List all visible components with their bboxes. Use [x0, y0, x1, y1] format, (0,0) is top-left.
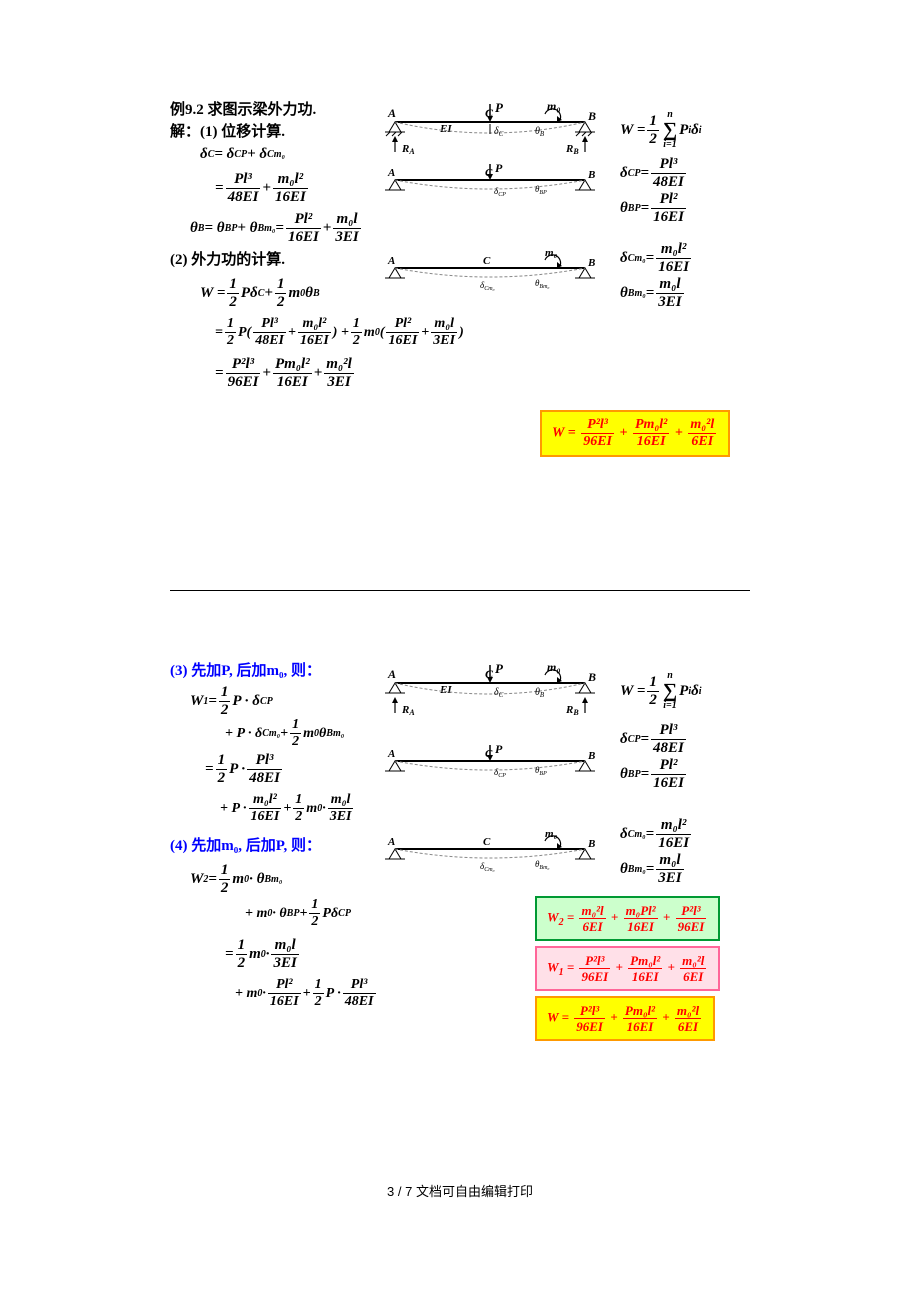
svg-text:RB: RB: [565, 704, 579, 717]
svg-text:m₀: m₀: [545, 250, 558, 259]
svg-text:C: C: [483, 255, 491, 267]
svg-text:θB: θB: [535, 126, 545, 138]
svg-text:RA: RA: [401, 704, 415, 717]
eq-W-sum-2: W = 12 n∑i=1 Piδi: [620, 671, 702, 711]
page-footer: 3 / 7 文档可自由编辑打印: [170, 1181, 750, 1200]
eq-thetaBP-2: θBP = Pl²16EI: [620, 758, 688, 791]
svg-text:θB: θB: [535, 687, 545, 699]
svg-text:A: A: [387, 748, 395, 760]
svg-text:EI: EI: [439, 684, 452, 696]
highlight-W2: W2 = m₀²l6EI + m₀Pl²16EI + P²l³96EI: [535, 896, 720, 941]
svg-text:B: B: [587, 169, 595, 181]
eq-W2-1: W2 = 12m0 · θBm₀: [190, 863, 282, 896]
eq-W-2: = 12P(Pl³48EI + m₀l²16EI) + 12m0(Pl²16EI…: [215, 317, 464, 348]
diagram-beam-full: P m₀ A C B EI δC θB RA RB: [380, 102, 610, 157]
eq-thetaB: θB = θBP + θBm₀ = Pl²16EI + m₀l3EI: [190, 212, 363, 245]
svg-text:C: C: [485, 106, 494, 120]
eq-deltaCP-2: δCP = Pl³48EI: [620, 723, 688, 756]
svg-text:A: A: [387, 667, 396, 681]
heading-3: (3) 先加P, 后加m₀, 则：: [170, 661, 321, 682]
eq-deltaCP: δCP = Pl³48EI: [620, 157, 688, 190]
heading-4: (4) 先加m₀, 后加P, 则：: [170, 836, 321, 857]
title: 例9.2 求图示梁外力功.: [170, 100, 316, 121]
svg-text:θBm₀: θBm₀: [535, 278, 550, 290]
svg-text:δC: δC: [494, 687, 504, 699]
eq-W-3: = P²l³96EI + Pm₀l²16EI + m₀²l3EI: [215, 357, 356, 390]
svg-text:RA: RA: [401, 143, 415, 156]
svg-text:P: P: [495, 102, 504, 115]
eq-thetaBP: θBP = Pl²16EI: [620, 192, 688, 225]
eq-deltaCm0-2: δCm₀ = m₀l²16EI: [620, 818, 693, 851]
highlight-W-final: W = P²l³96EI + Pm₀l²16EI + m₀²l6EI: [540, 410, 730, 457]
svg-text:C: C: [485, 167, 493, 179]
svg-text:B: B: [587, 750, 595, 762]
highlight-W-final-2: W = P²l³96EI + Pm₀l²16EI + m₀²l6EI: [535, 996, 715, 1041]
eq-W1-2: + P · δCm₀ + 12m0θBm₀: [225, 718, 344, 749]
svg-text:P: P: [495, 663, 504, 676]
heading-2: (2) 外力功的计算.: [170, 250, 285, 271]
svg-text:A: A: [387, 167, 395, 179]
svg-text:B: B: [587, 838, 595, 850]
eq-deltaC-2: = Pl³48EI + m₀l²16EI: [215, 172, 310, 205]
svg-text:m₀: m₀: [545, 831, 558, 840]
heading-solution: 解：(1) 位移计算.: [170, 122, 285, 143]
diagram-beam-p-2: P A C B δCP θBP: [380, 743, 610, 783]
svg-text:B: B: [587, 257, 595, 269]
eq-W-sum: W = 12 n∑i=1 Piδi: [620, 110, 702, 150]
svg-text:C: C: [483, 836, 491, 848]
svg-text:δCP: δCP: [494, 767, 506, 779]
eq-W2-4: + m0 · Pl²16EI + 12P · Pl³48EI: [235, 978, 378, 1009]
svg-text:EI: EI: [439, 123, 452, 135]
svg-text:B: B: [587, 109, 596, 123]
eq-W1-4: + P · m₀l²16EI + 12m0 · m₀l3EI: [220, 793, 355, 824]
svg-text:B: B: [587, 670, 596, 684]
svg-text:δC: δC: [494, 126, 504, 138]
svg-text:A: A: [387, 836, 395, 848]
diagram-beam-full-2: P m₀ A C B EI δC θB RA RB: [380, 663, 610, 718]
svg-text:RB: RB: [565, 143, 579, 156]
title-rest: 求图示梁外力功.: [204, 102, 317, 118]
svg-text:δCm₀: δCm₀: [480, 280, 495, 292]
svg-text:δCm₀: δCm₀: [480, 861, 495, 873]
title-prefix: 例9.2: [170, 102, 204, 118]
svg-text:m₀: m₀: [547, 663, 561, 674]
diagram-beam-m0-2: m₀ A C B δCm₀ θBm₀: [380, 831, 610, 876]
svg-text:C: C: [485, 748, 493, 760]
eq-W2-3: = 12m0 · m₀l3EI: [225, 938, 301, 971]
highlight-W1: W1 = P²l³96EI + Pm₀l²16EI + m₀²l6EI: [535, 946, 720, 991]
svg-text:θBm₀: θBm₀: [535, 859, 550, 871]
diagram-beam-p: P A C B δCP θBP: [380, 162, 610, 202]
svg-text:A: A: [387, 255, 395, 267]
eq-W-1: W = 12PδC + 12m0θB: [200, 277, 320, 310]
eq-deltaC-1: δC = δCP + δCm₀: [200, 146, 285, 163]
eq-W1-1: W1 = 12P · δCP: [190, 685, 273, 718]
svg-text:m₀: m₀: [547, 102, 561, 113]
svg-text:δCP: δCP: [494, 186, 506, 198]
eq-W1-3: = 12P · Pl³48EI: [205, 753, 284, 786]
svg-text:A: A: [387, 106, 396, 120]
eq-deltaCm0: δCm₀ = m₀l²16EI: [620, 242, 693, 275]
svg-text:P: P: [495, 162, 503, 175]
eq-thetaBm0-2: θBm₀ = m₀l3EI: [620, 853, 686, 886]
svg-text:P: P: [495, 743, 503, 756]
diagram-beam-m0: m₀ A C B δCm₀ θBm₀: [380, 250, 610, 295]
svg-text:C: C: [485, 667, 494, 681]
eq-W2-2: + m0 · θBP + 12PδCP: [245, 898, 351, 929]
eq-thetaBm0: θBm₀ = m₀l3EI: [620, 277, 686, 310]
divider: [170, 590, 750, 591]
